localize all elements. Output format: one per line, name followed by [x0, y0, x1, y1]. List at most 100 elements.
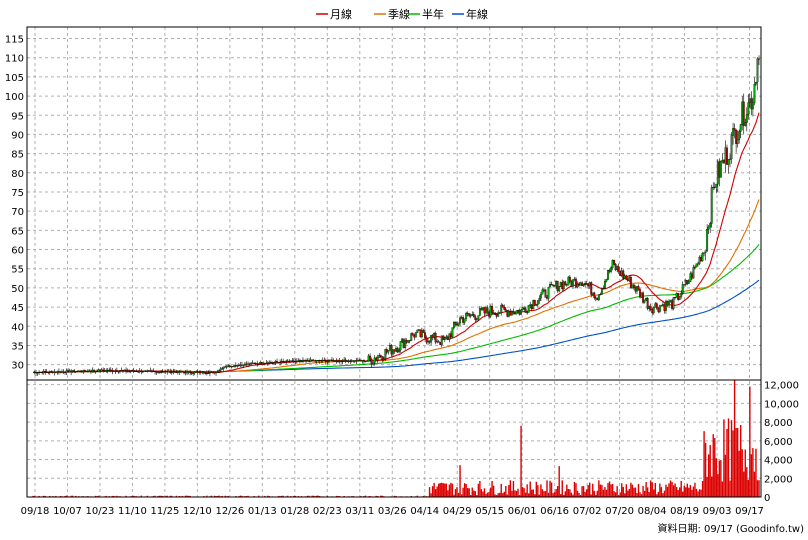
volume-bar	[749, 386, 751, 497]
candle-body	[608, 270, 611, 272]
volume-tick-label: 10,000	[764, 399, 799, 410]
volume-bar	[494, 494, 496, 497]
candle-body	[184, 372, 187, 374]
candle-body	[269, 362, 272, 363]
volume-bar	[598, 480, 600, 497]
volume-bar	[485, 493, 487, 497]
candle-body	[170, 372, 173, 374]
volume-bar	[578, 492, 580, 497]
candle-body	[571, 279, 574, 287]
volume-bar	[553, 492, 556, 497]
candle-body	[607, 270, 609, 280]
candle-body	[623, 275, 626, 279]
volume-bar	[184, 495, 187, 497]
volume-bar	[444, 483, 446, 497]
candle-body	[497, 312, 500, 317]
candle-body	[355, 360, 358, 362]
volume-bar	[671, 481, 673, 497]
candle-body	[157, 371, 160, 373]
candle-body	[224, 366, 227, 368]
candle-body	[161, 371, 164, 373]
candle-body	[36, 372, 39, 374]
volume-bar	[723, 419, 725, 497]
candle-body	[427, 340, 429, 343]
candle-body	[477, 315, 480, 319]
candle-body	[550, 283, 553, 286]
candle-body	[472, 314, 475, 317]
candle-body	[248, 363, 251, 365]
volume-bar	[688, 487, 690, 497]
volume-bar	[166, 495, 168, 497]
volume-bar	[669, 480, 672, 497]
candle-body	[207, 372, 210, 374]
candle-body	[750, 98, 753, 110]
candle-body	[56, 371, 59, 373]
candle-body	[105, 370, 108, 372]
candle-body	[280, 360, 283, 363]
candle-body	[120, 370, 123, 372]
date-tick-label: 09/18	[21, 506, 50, 517]
candle-body	[164, 371, 167, 373]
candle-body	[372, 362, 375, 365]
volume-bar	[691, 489, 693, 497]
candle-body	[565, 284, 568, 286]
candle-body	[395, 348, 397, 352]
candle-body	[205, 372, 208, 374]
candle-body	[480, 308, 483, 311]
volume-bar	[756, 480, 759, 497]
candle-body	[695, 263, 698, 268]
candle-body	[303, 359, 306, 361]
volume-bar	[561, 480, 563, 497]
candle-body	[167, 370, 170, 373]
candle-body	[277, 361, 280, 363]
candle-body	[541, 289, 544, 295]
candle-body	[158, 371, 161, 373]
candle-body	[471, 314, 474, 316]
candle-body	[655, 303, 658, 309]
volume-bar	[656, 494, 658, 497]
candle-body	[208, 372, 211, 374]
volume-bar	[653, 489, 655, 497]
candle-body	[556, 280, 559, 292]
candle-body	[39, 371, 42, 373]
candle-body	[751, 102, 754, 110]
volume-bar	[312, 495, 315, 497]
candle-body	[732, 128, 735, 136]
volume-bar	[747, 479, 750, 497]
candle-body	[273, 361, 275, 363]
volume-bar	[393, 495, 396, 497]
candle-body	[416, 329, 419, 333]
volume-bar	[535, 481, 538, 497]
candle-body	[262, 363, 265, 365]
candle-body	[758, 58, 760, 60]
candle-body	[219, 368, 222, 371]
volume-bar	[750, 454, 753, 497]
candle-body	[693, 266, 696, 268]
volume-bar	[582, 486, 585, 497]
volume-bar	[602, 489, 605, 497]
volume-bar	[500, 483, 502, 497]
candle-body	[346, 360, 349, 362]
volume-bar	[654, 482, 656, 497]
volume-bar	[634, 487, 637, 497]
candle-body	[202, 371, 205, 374]
price-tick-label: 115	[5, 35, 24, 46]
candle-body	[463, 318, 466, 323]
volume-bar	[621, 483, 623, 497]
candle-body	[721, 159, 724, 162]
volume-bar	[689, 485, 692, 497]
candle-body	[478, 308, 481, 316]
candle-body	[382, 358, 385, 360]
volume-bar	[430, 493, 432, 497]
volume-bar	[70, 495, 72, 497]
volume-bar	[736, 427, 739, 497]
volume-bar	[448, 484, 451, 497]
volume-bar	[511, 490, 513, 497]
volume-bar	[646, 487, 649, 497]
candle-body	[475, 318, 478, 320]
volume-bar	[581, 486, 583, 497]
volume-bar	[739, 425, 742, 497]
volume-bar	[187, 495, 190, 497]
candle-body	[285, 360, 288, 362]
volume-bar	[692, 486, 695, 497]
